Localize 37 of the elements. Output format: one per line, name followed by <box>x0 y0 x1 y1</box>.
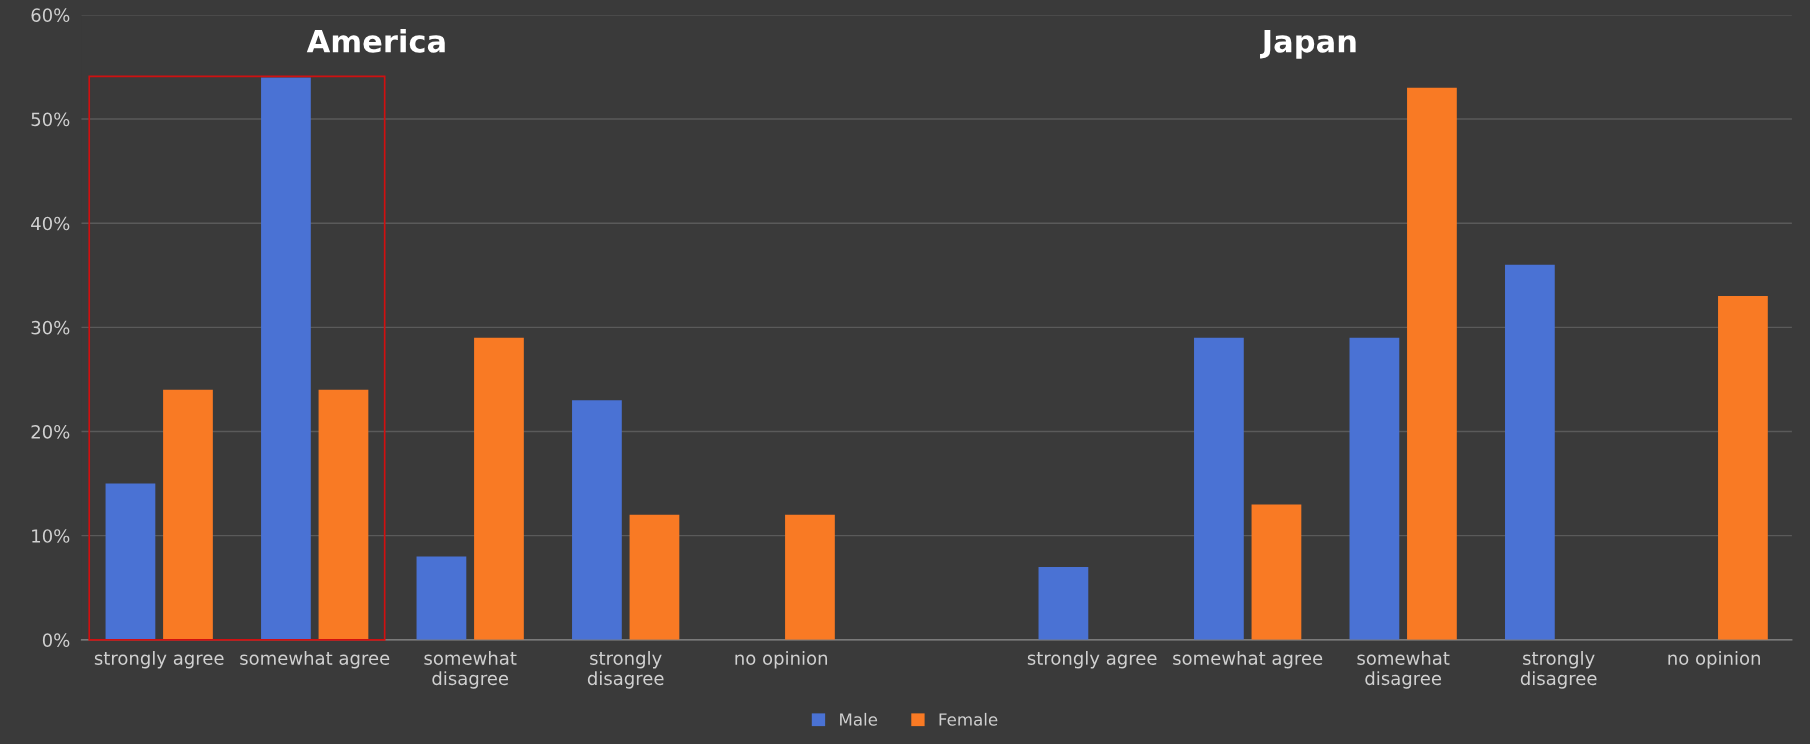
annotation: America <box>306 29 445 53</box>
bar <box>1038 566 1089 640</box>
bar <box>785 514 835 640</box>
bar <box>261 77 311 640</box>
bar <box>474 337 524 640</box>
y-tick-label: 0% <box>42 633 70 647</box>
bar <box>1718 296 1768 640</box>
bar <box>1251 504 1302 640</box>
bar <box>318 389 369 640</box>
x-tick-label: somewhat agree <box>240 650 390 669</box>
x-tick-label: strongly disagree <box>1520 650 1597 689</box>
x-tick-label: no opinion <box>1668 650 1760 669</box>
bar <box>1194 337 1244 640</box>
x-tick-label: strongly agree <box>1027 650 1157 669</box>
y-tick-label: 60% <box>31 8 70 22</box>
bar <box>572 400 622 640</box>
legend-label: Male <box>840 712 878 726</box>
x-tick-label: somewhat disagree <box>1357 650 1450 689</box>
x-tick-label: strongly disagree <box>587 650 664 689</box>
bar <box>1349 337 1400 640</box>
y-tick-label: 40% <box>31 216 70 231</box>
bar <box>629 514 680 640</box>
bar <box>1407 87 1457 640</box>
x-tick-label: somewhat disagree <box>424 650 517 689</box>
bar <box>416 556 467 640</box>
x-tick-label: no opinion <box>735 650 827 669</box>
y-tick-label: 10% <box>32 529 70 543</box>
x-tick-label: strongly agree <box>94 650 224 669</box>
y-tick-label: 30% <box>31 320 70 335</box>
bar <box>105 483 156 640</box>
x-tick-label: somewhat agree <box>1173 650 1323 669</box>
bar <box>163 389 213 640</box>
legend-label: Female <box>939 712 998 726</box>
y-tick-label: 20% <box>31 424 70 439</box>
annotation: Japan <box>1260 30 1356 59</box>
bar <box>1505 264 1555 640</box>
y-tick-label: 50% <box>31 112 70 127</box>
